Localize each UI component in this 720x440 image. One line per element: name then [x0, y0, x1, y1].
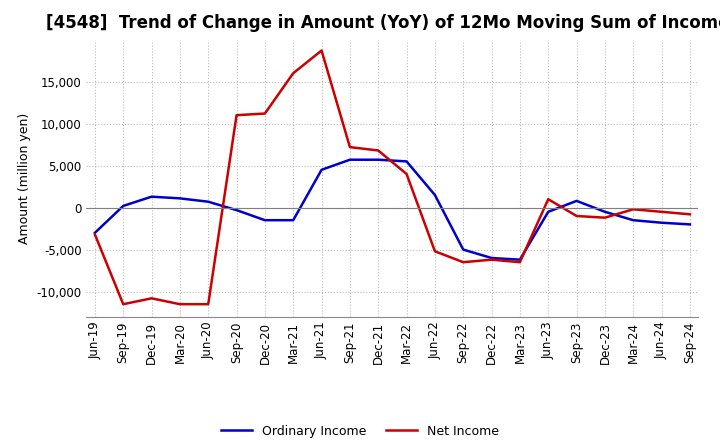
Ordinary Income — [91, 230, 99, 235]
Y-axis label: Amount (million yen): Amount (million yen) — [18, 113, 31, 244]
Ordinary Income — [572, 198, 581, 204]
Ordinary Income — [516, 257, 524, 262]
Net Income — [91, 232, 99, 237]
Ordinary Income — [544, 209, 552, 214]
Net Income — [657, 209, 666, 214]
Ordinary Income — [657, 220, 666, 225]
Net Income — [402, 171, 411, 176]
Net Income — [289, 70, 297, 76]
Title: [4548]  Trend of Change in Amount (YoY) of 12Mo Moving Sum of Incomes: [4548] Trend of Change in Amount (YoY) o… — [45, 15, 720, 33]
Ordinary Income — [629, 217, 637, 223]
Line: Net Income: Net Income — [95, 51, 690, 304]
Net Income — [233, 113, 241, 118]
Ordinary Income — [374, 157, 382, 162]
Ordinary Income — [119, 203, 127, 209]
Ordinary Income — [318, 167, 326, 172]
Ordinary Income — [487, 255, 496, 260]
Net Income — [176, 301, 184, 307]
Net Income — [629, 207, 637, 212]
Net Income — [516, 260, 524, 265]
Ordinary Income — [148, 194, 156, 199]
Net Income — [374, 148, 382, 153]
Net Income — [431, 249, 439, 254]
Net Income — [261, 111, 269, 116]
Net Income — [318, 48, 326, 53]
Net Income — [346, 144, 354, 150]
Net Income — [544, 197, 552, 202]
Ordinary Income — [261, 217, 269, 223]
Ordinary Income — [176, 196, 184, 201]
Ordinary Income — [600, 209, 609, 214]
Ordinary Income — [204, 199, 212, 204]
Net Income — [204, 301, 212, 307]
Legend: Ordinary Income, Net Income: Ordinary Income, Net Income — [216, 420, 504, 440]
Net Income — [119, 301, 127, 307]
Line: Ordinary Income: Ordinary Income — [95, 160, 690, 260]
Net Income — [148, 296, 156, 301]
Net Income — [600, 215, 609, 220]
Net Income — [685, 212, 694, 217]
Ordinary Income — [685, 222, 694, 227]
Ordinary Income — [346, 157, 354, 162]
Ordinary Income — [431, 192, 439, 198]
Ordinary Income — [233, 208, 241, 213]
Ordinary Income — [402, 159, 411, 164]
Net Income — [459, 260, 467, 265]
Net Income — [487, 257, 496, 262]
Net Income — [572, 213, 581, 219]
Ordinary Income — [459, 247, 467, 252]
Ordinary Income — [289, 217, 297, 223]
